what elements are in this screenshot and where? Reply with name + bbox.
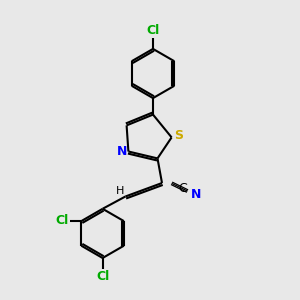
Text: Cl: Cl [146,24,160,37]
Text: S: S [174,129,183,142]
Text: Cl: Cl [96,270,109,283]
Text: Cl: Cl [55,214,68,227]
Text: N: N [190,188,201,201]
Text: N: N [117,145,127,158]
Text: C: C [178,182,187,196]
Text: H: H [116,186,124,196]
